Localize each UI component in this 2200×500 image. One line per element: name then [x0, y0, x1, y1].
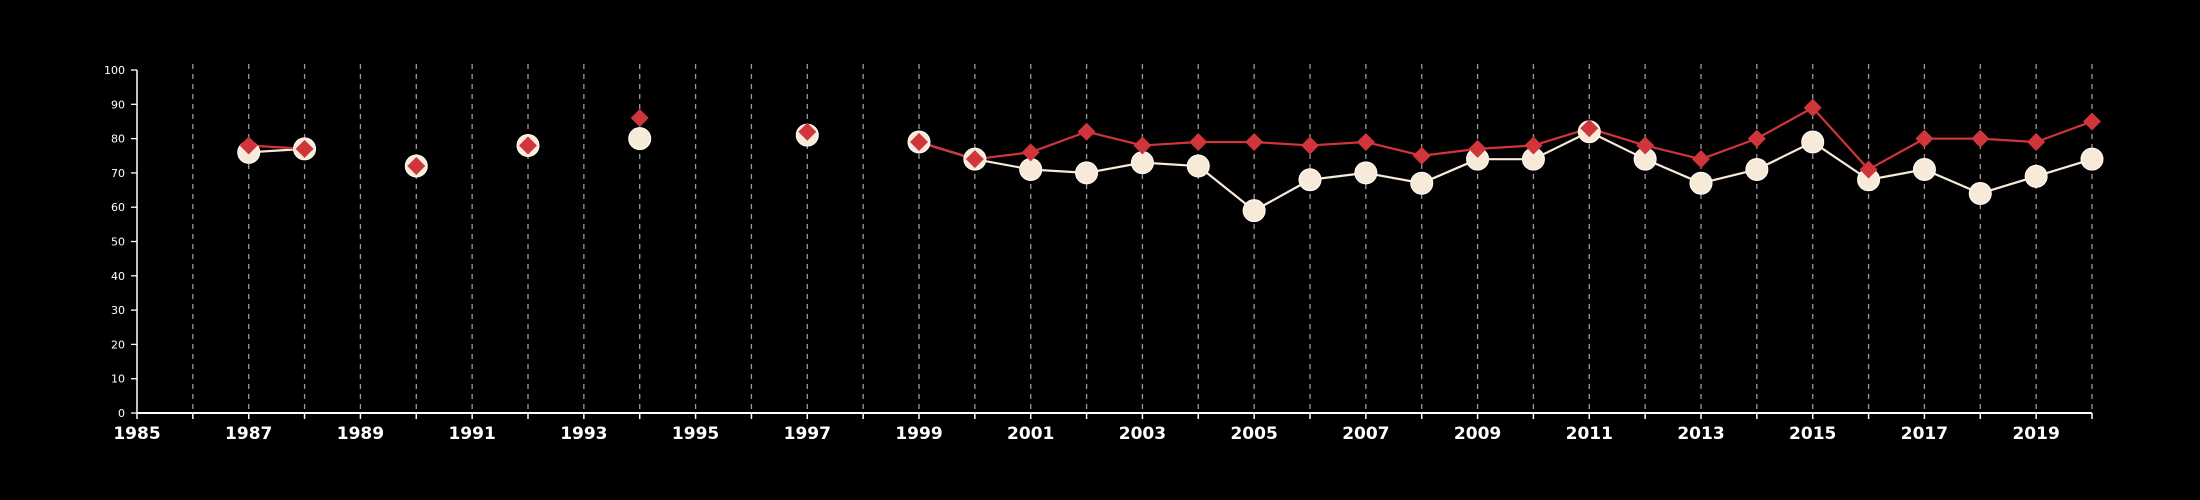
data-point-circle: [1689, 171, 1713, 195]
y-tick-label: 60: [111, 201, 125, 214]
data-point-diamond: [1915, 129, 1934, 148]
x-tick-label: 1995: [672, 424, 719, 444]
marker-layer: [237, 98, 2104, 223]
x-tick-label: 2007: [1342, 424, 1389, 444]
x-tick-label: 2013: [1677, 424, 1724, 444]
data-point-diamond: [1021, 143, 1040, 162]
x-tick-label: 1999: [895, 424, 942, 444]
series-circle-segment: [1197, 165, 1255, 212]
y-tick-label: 40: [111, 270, 125, 283]
y-tick-label: 70: [111, 167, 125, 180]
x-tick-label: 1997: [784, 424, 831, 444]
series-layer: [248, 106, 2093, 212]
data-point-circle: [1410, 171, 1434, 195]
data-point-diamond: [1468, 139, 1487, 158]
data-point-diamond: [1189, 133, 1208, 152]
data-point-circle: [628, 127, 652, 151]
x-tick-label: 1985: [113, 424, 160, 444]
y-tick-label: 80: [111, 133, 125, 146]
x-tick-label: 2001: [1007, 424, 1054, 444]
data-point-circle: [1912, 157, 1936, 181]
data-point-circle: [1968, 181, 1992, 205]
x-tick-label: 1993: [560, 424, 607, 444]
data-point-circle: [1801, 130, 1825, 154]
data-point-diamond: [519, 136, 537, 155]
x-tick-label: 1991: [448, 424, 495, 444]
series-diamond-segment: [1086, 130, 1143, 147]
data-point-diamond: [1077, 122, 1096, 141]
data-point-diamond: [798, 122, 817, 141]
data-point-diamond: [295, 139, 314, 158]
data-point-diamond: [407, 157, 426, 176]
data-point-circle: [1186, 154, 1210, 178]
y-tick-label: 0: [118, 407, 125, 420]
series-diamond-segment: [1811, 106, 1870, 171]
x-tick-label: 2015: [1789, 424, 1836, 444]
series-diamond-segment: [1980, 137, 2037, 144]
series-diamond-segment: [1309, 140, 1366, 147]
data-point-diamond: [1859, 160, 1878, 179]
data-point-diamond: [965, 150, 984, 169]
y-tick-label: 90: [111, 98, 125, 111]
series-diamond-segment: [1477, 144, 1534, 150]
series-diamond-segment: [1421, 147, 1478, 157]
data-point-diamond: [1412, 146, 1431, 165]
x-tick-label: 2003: [1119, 424, 1166, 444]
x-tick-label: 2017: [1901, 424, 1948, 444]
x-tick-label: 2005: [1230, 424, 1277, 444]
series-diamond-segment: [1700, 137, 1758, 161]
data-point-diamond: [239, 136, 258, 155]
series-diamond-segment: [1868, 137, 1925, 171]
data-point-circle: [1075, 161, 1099, 185]
data-point-diamond: [1301, 136, 1319, 155]
series-diamond-segment: [1365, 140, 1422, 157]
y-tick-label: 100: [104, 64, 125, 77]
data-point-circle: [1745, 157, 1769, 181]
data-point-diamond: [910, 133, 928, 152]
data-point-circle: [2024, 164, 2048, 188]
y-tick-label: 30: [111, 304, 125, 317]
data-point-diamond: [1580, 119, 1599, 138]
data-point-diamond: [1636, 136, 1655, 155]
series-diamond-segment: [1142, 140, 1199, 147]
data-point-circle: [2080, 147, 2104, 171]
series-diamond-segment: [1030, 130, 1087, 154]
data-point-circle: [1354, 161, 1378, 185]
data-point-diamond: [630, 109, 649, 128]
x-tick-label: 1989: [337, 424, 384, 444]
y-tick-label: 20: [111, 338, 125, 351]
data-point-diamond: [2083, 112, 2101, 131]
data-point-diamond: [1971, 129, 1990, 148]
data-point-circle: [1130, 151, 1154, 175]
data-point-circle: [1242, 199, 1266, 223]
data-point-diamond: [1356, 133, 1375, 152]
series-diamond-segment: [1254, 140, 1311, 147]
data-point-diamond: [1245, 133, 1264, 152]
x-tick-label: 2019: [2012, 424, 2059, 444]
data-point-diamond: [1803, 98, 1822, 117]
grid-layer: [192, 64, 2093, 413]
data-point-diamond: [1692, 150, 1710, 169]
data-point-diamond: [1747, 129, 1766, 148]
data-point-circle: [1298, 168, 1322, 192]
data-point-diamond: [1133, 136, 1152, 155]
x-tick-label: 1987: [225, 424, 272, 444]
x-tick-label: 2011: [1566, 424, 1613, 444]
series-diamond-segment: [2035, 120, 2093, 144]
axis-layer: 0 10 20 30 40 50 60 70 80 90 100 1985 1987 1989 1991 19…: [104, 64, 2093, 444]
data-point-diamond: [1524, 136, 1543, 155]
series-diamond-segment: [1644, 144, 1702, 161]
data-point-diamond: [2027, 133, 2046, 152]
data-point-circle: [1019, 157, 1043, 181]
y-tick-label: 10: [111, 373, 125, 386]
y-tick-label: 50: [111, 236, 125, 249]
series-diamond-segment: [1756, 106, 1814, 140]
x-tick-label: 2009: [1454, 424, 1501, 444]
